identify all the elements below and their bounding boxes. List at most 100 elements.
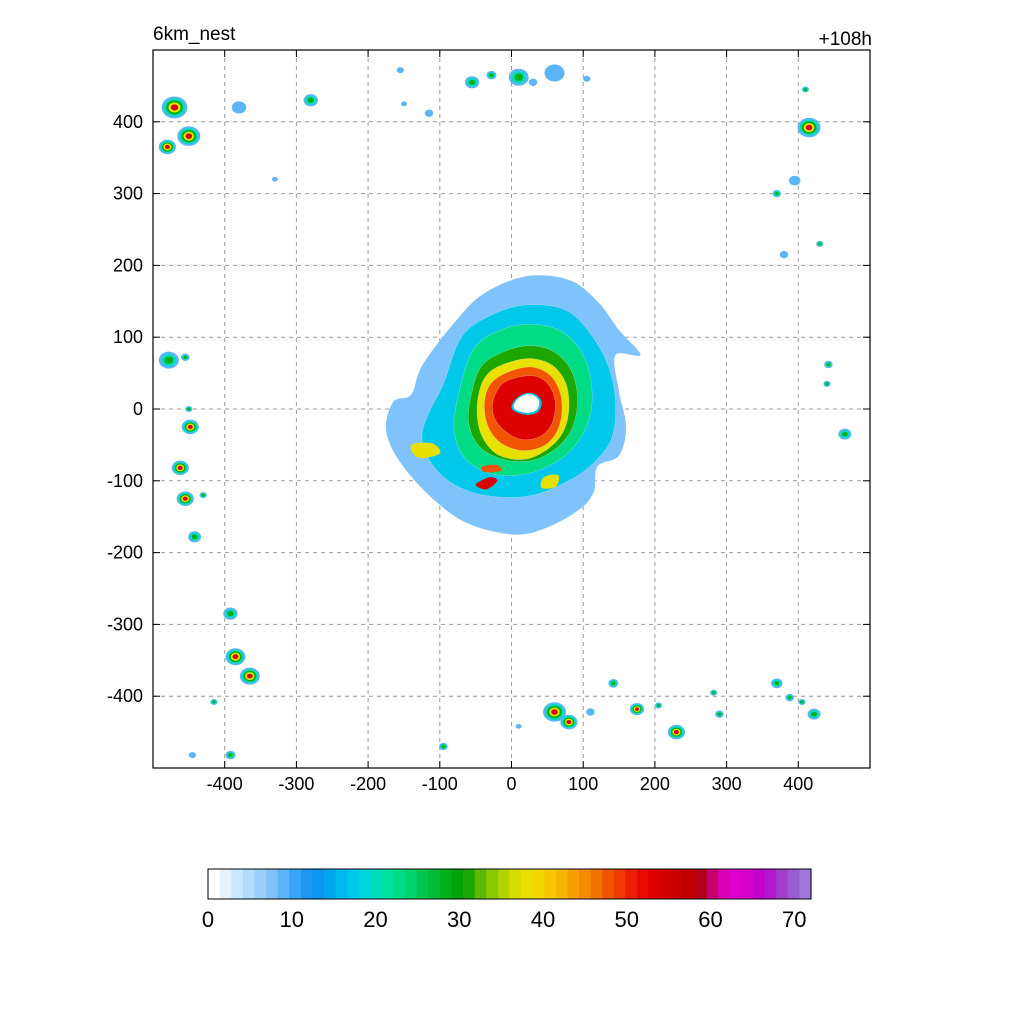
x-tick-label: -200 bbox=[350, 774, 386, 794]
convective-cell bbox=[634, 707, 639, 711]
convective-cell bbox=[401, 101, 407, 107]
convective-cell bbox=[805, 124, 813, 131]
convective-cell bbox=[231, 101, 247, 114]
colorbar-swatch bbox=[300, 869, 313, 899]
plot-area bbox=[152, 49, 871, 769]
convective-cell bbox=[656, 704, 661, 707]
convective-cell bbox=[191, 534, 198, 540]
convective-cell bbox=[528, 78, 538, 87]
storm-eye bbox=[513, 394, 540, 413]
colorbar-swatch bbox=[428, 869, 441, 899]
colorbar-swatch bbox=[323, 869, 337, 899]
colorbar-swatch bbox=[451, 869, 464, 899]
convective-cell bbox=[489, 73, 494, 78]
rainband-cell bbox=[481, 464, 502, 473]
x-tick-label: -400 bbox=[207, 774, 243, 794]
colorbar-swatch bbox=[463, 869, 476, 899]
y-tick-label: 300 bbox=[113, 184, 143, 204]
y-tick-label: -400 bbox=[107, 686, 143, 706]
colorbar-swatch bbox=[405, 869, 418, 899]
colorbar-swatch bbox=[347, 869, 360, 899]
convective-cell bbox=[842, 431, 848, 437]
colorbar-swatch bbox=[706, 869, 719, 899]
colorbar-tick-label: 0 bbox=[202, 907, 214, 932]
convective-cell bbox=[468, 79, 476, 86]
colorbar-swatch bbox=[787, 869, 801, 899]
convective-cell bbox=[583, 75, 591, 82]
convective-cell bbox=[818, 242, 822, 246]
convective-cell bbox=[187, 407, 191, 411]
colorbar-swatch bbox=[613, 869, 627, 899]
colorbar-swatch bbox=[254, 869, 267, 899]
convective-cell bbox=[246, 673, 253, 679]
colorbar-swatch bbox=[521, 869, 534, 899]
colorbar-frame bbox=[207, 868, 812, 900]
convective-cell bbox=[825, 382, 829, 386]
colorbar-swatch bbox=[799, 869, 812, 899]
x-tick-label: -300 bbox=[278, 774, 314, 794]
convective-cell bbox=[228, 753, 233, 757]
colorbar-labels: 0 10 20 30 40 50 60 70 bbox=[202, 907, 807, 932]
colorbar-swatch bbox=[671, 869, 685, 899]
convective-cell bbox=[551, 709, 558, 715]
convective-cell bbox=[227, 610, 234, 617]
convective-cell bbox=[586, 708, 595, 716]
colorbar-swatch bbox=[729, 869, 743, 899]
y-tick-label: -100 bbox=[107, 471, 143, 491]
colorbar-swatch bbox=[486, 869, 499, 899]
x-tick-label: 400 bbox=[783, 774, 813, 794]
convective-cell bbox=[803, 88, 808, 91]
colorbar-swatch bbox=[602, 869, 615, 899]
colorbar-swatch bbox=[265, 869, 279, 899]
convective-cell bbox=[396, 67, 404, 74]
convective-cell bbox=[673, 730, 679, 735]
title-right: +108h bbox=[819, 29, 872, 50]
convective-cell bbox=[164, 356, 174, 364]
convective-cell bbox=[787, 696, 792, 700]
convective-cell bbox=[424, 109, 434, 117]
rainband-cell bbox=[540, 474, 560, 489]
convective-cell bbox=[232, 654, 239, 660]
colorbar-tick-label: 20 bbox=[363, 907, 387, 932]
convective-cell bbox=[170, 104, 179, 111]
colorbar-swatch bbox=[625, 869, 638, 899]
colorbar-swatch bbox=[648, 869, 661, 899]
convective-cell bbox=[307, 97, 314, 103]
x-tick-label: 100 bbox=[568, 774, 598, 794]
colorbar-swatch bbox=[544, 869, 557, 899]
convective-cell bbox=[441, 744, 446, 749]
rainband-cell bbox=[410, 442, 441, 459]
convective-cell bbox=[164, 144, 170, 150]
y-tick-label: 400 bbox=[113, 112, 143, 132]
convective-cells bbox=[158, 64, 852, 760]
colorbar-swatch bbox=[358, 869, 371, 899]
convective-cell bbox=[514, 73, 524, 82]
colorbar-tick-label: 10 bbox=[280, 907, 304, 932]
title-left: 6km_nest bbox=[153, 24, 236, 45]
colorbar-swatch bbox=[579, 869, 592, 899]
colorbar-swatch bbox=[637, 869, 650, 899]
convective-cell bbox=[187, 424, 193, 430]
colorbar-swatch bbox=[231, 869, 244, 899]
colorbar-swatch bbox=[381, 869, 395, 899]
colorbar-swatch bbox=[718, 869, 731, 899]
colorbar-swatch bbox=[741, 869, 754, 899]
colorbar-swatch bbox=[335, 869, 348, 899]
colorbar-swatch bbox=[532, 869, 545, 899]
colorbar-swatch bbox=[219, 869, 232, 899]
colorbar-swatch bbox=[277, 869, 290, 899]
colorbar-swatches bbox=[208, 869, 812, 899]
colorbar-swatch bbox=[416, 869, 429, 899]
convective-cell bbox=[779, 250, 789, 259]
colorbar-swatch bbox=[776, 869, 789, 899]
colorbar-swatch bbox=[567, 869, 580, 899]
colorbar-swatch bbox=[555, 869, 569, 899]
convective-cell bbox=[774, 681, 780, 686]
colorbar-swatch bbox=[312, 869, 325, 899]
colorbar-swatch bbox=[660, 869, 673, 899]
convective-cell bbox=[717, 712, 722, 716]
x-tick-label: 0 bbox=[506, 774, 516, 794]
colorbar-tick-label: 30 bbox=[447, 907, 471, 932]
convective-cell bbox=[271, 176, 278, 182]
